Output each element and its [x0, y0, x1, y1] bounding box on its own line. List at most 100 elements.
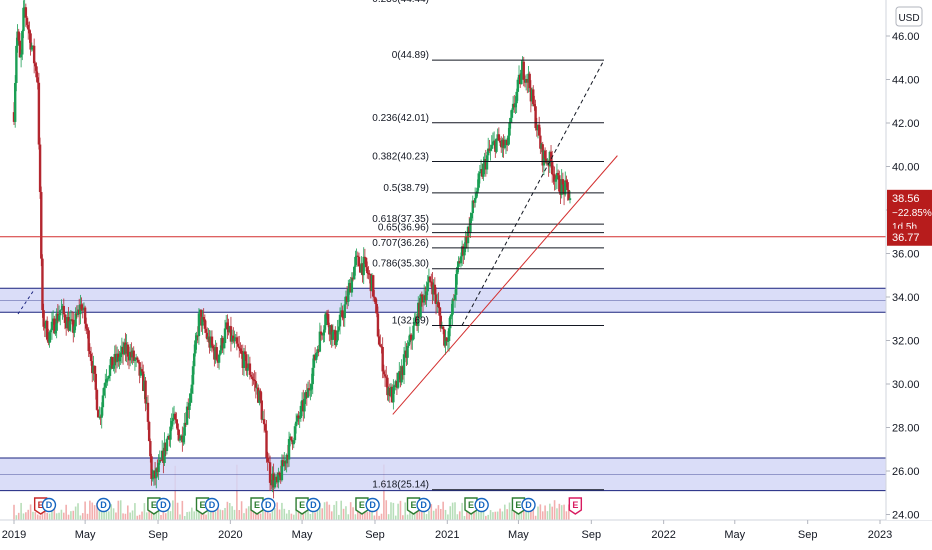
volume-bar: [487, 514, 489, 520]
candlesticks: [12, 0, 572, 499]
volume-bar: [214, 511, 217, 520]
dividend-event-icon[interactable]: D: [306, 497, 321, 513]
candle-body: [568, 198, 572, 200]
dividend-event-icon[interactable]: D: [416, 497, 431, 513]
candle-body: [266, 457, 269, 462]
candle-body: [392, 387, 395, 403]
candle-body: [185, 406, 189, 425]
dividend-event-icon[interactable]: D: [474, 497, 489, 513]
volume-bar: [323, 502, 326, 520]
volume-bar: [394, 515, 397, 520]
earnings-event-icon[interactable]: E: [295, 497, 309, 515]
candle-body: [297, 415, 300, 419]
volume-bar: [399, 500, 402, 520]
candle-body: [18, 40, 22, 58]
volume-bar: [108, 511, 110, 520]
volume-bar: [143, 503, 146, 520]
dividend-badge: [521, 497, 536, 513]
time-tick-label: Sep: [365, 529, 385, 541]
volume-bar: [494, 511, 497, 520]
candle-body: [283, 460, 286, 467]
fib-trend-dashed-line[interactable]: [461, 59, 605, 326]
volume-bar: [65, 504, 67, 520]
dividend-event-icon[interactable]: D: [156, 497, 171, 513]
volume-bar: [25, 512, 27, 520]
candle-body: [102, 387, 106, 396]
dividend-event-icon[interactable]: D: [96, 497, 111, 513]
volume-bar: [79, 515, 82, 520]
earnings-event-icon[interactable]: E: [568, 497, 583, 515]
candle-body: [383, 374, 387, 377]
earnings-event-icon[interactable]: E: [464, 497, 478, 515]
fib-level-label: 0.618(37.35): [372, 214, 429, 225]
dividend-badge: [156, 497, 171, 513]
support-trendline[interactable]: [392, 155, 618, 415]
candle-body: [498, 140, 502, 143]
candle-body: [411, 339, 414, 341]
volume-bar: [72, 510, 75, 520]
volume-bar: [51, 507, 53, 520]
volume-bar: [193, 511, 195, 520]
volume-bar: [110, 504, 113, 520]
dividend-event-icon[interactable]: D: [261, 497, 276, 513]
dividend-event-icon[interactable]: D: [204, 497, 220, 513]
volume-bar: [20, 502, 22, 520]
candle-body: [50, 321, 54, 331]
candle-body: [439, 315, 442, 329]
candle-body: [363, 256, 367, 258]
candle-body: [374, 297, 377, 305]
volume-bar: [155, 508, 158, 520]
volume-bar: [247, 506, 250, 520]
earnings-event-icon[interactable]: E: [511, 497, 526, 515]
earnings-event-icon[interactable]: E: [406, 497, 421, 515]
dividend-event-icon[interactable]: D: [41, 497, 57, 513]
volume-bar: [328, 504, 331, 520]
candle-body: [111, 356, 114, 369]
candle-body: [471, 200, 474, 214]
volume-bar: [307, 506, 309, 520]
dividend-event-icon[interactable]: D: [521, 497, 536, 513]
candle-body: [191, 366, 195, 385]
volume-bar: [181, 500, 184, 520]
volume-bar: [36, 514, 39, 520]
volume-bar: [200, 509, 203, 520]
dividend-event-icon[interactable]: D: [365, 497, 380, 513]
currency-button[interactable]: USD: [895, 6, 923, 27]
candle-body: [326, 313, 330, 326]
volume-bar: [17, 512, 20, 520]
candle-body: [419, 294, 422, 317]
volume-bar: [221, 510, 224, 520]
volume-bar: [271, 504, 274, 520]
earnings-badge: [406, 497, 421, 515]
price-axis[interactable]: 46.0044.0042.0040.0038.0036.0034.0032.00…: [885, 0, 932, 522]
candle-body: [470, 213, 473, 219]
candle-body: [24, 7, 28, 18]
volume-bar: [27, 509, 30, 520]
volume-bar: [558, 503, 561, 520]
candle-body: [503, 145, 506, 148]
candle-body: [60, 309, 63, 311]
earnings-event-icon[interactable]: E: [250, 497, 264, 515]
fibonacci-retracement[interactable]: 0(44.89) 0.236(42.01) 0.382(40.23) 0.5(38.7…: [17, 0, 605, 491]
candle-body: [347, 288, 350, 302]
currency-button-frame[interactable]: [895, 6, 923, 27]
candle-body: [406, 345, 409, 358]
candle-body: [381, 346, 384, 372]
candle-body: [49, 330, 52, 333]
time-tick-label: Sep: [148, 529, 168, 541]
candle-body: [551, 160, 554, 175]
currency-label[interactable]: USD: [898, 13, 919, 24]
volume-bar: [191, 507, 193, 520]
time-axis[interactable]: 2019 May Sep 2020 May Sep 2021 May Sep 2022 May Sep…: [0, 519, 932, 550]
volume-bar: [98, 502, 101, 520]
candle-body: [558, 175, 561, 192]
candle-body: [478, 171, 482, 174]
drawn-lines[interactable]: [0, 155, 886, 415]
volume-bar: [224, 507, 226, 520]
volume-bar: [77, 503, 79, 520]
earnings-event-icon[interactable]: E: [355, 497, 369, 515]
volume-bar: [236, 464, 238, 520]
candle-body: [357, 256, 361, 267]
